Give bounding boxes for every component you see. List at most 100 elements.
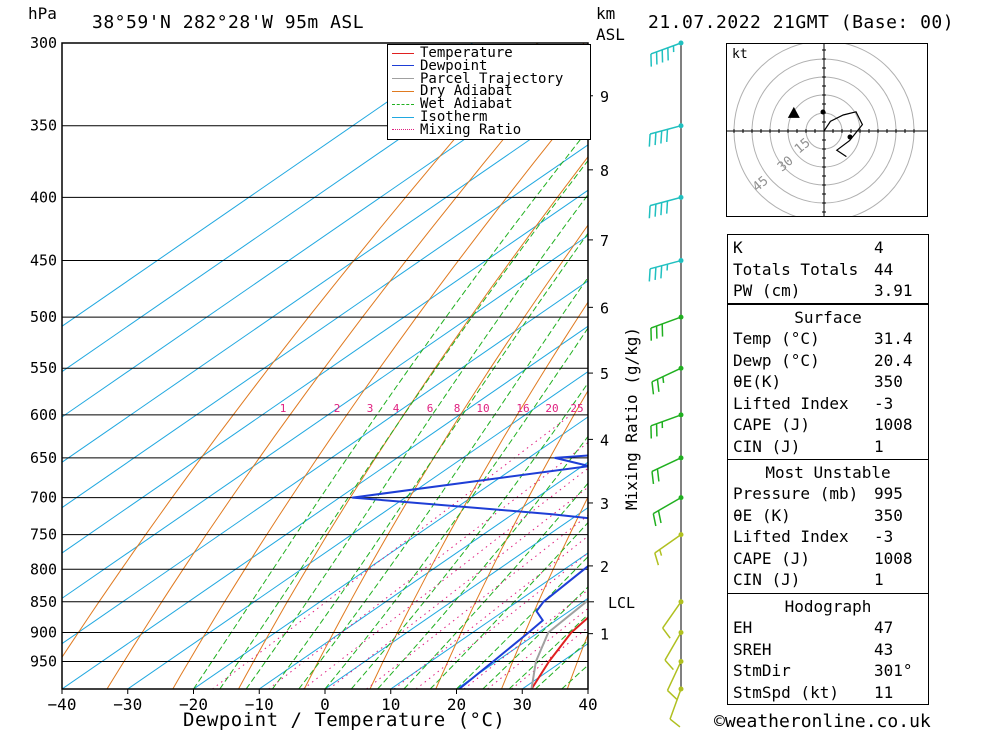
wind-barb-staff bbox=[650, 316, 682, 329]
legend-item: Mixing Ratio bbox=[392, 123, 521, 137]
mixing-ratio-line bbox=[303, 467, 588, 689]
wind-barb-dot bbox=[678, 629, 684, 635]
row-label: Dewp (°C) bbox=[733, 350, 820, 370]
mixing-ratio-tick-label: 25 bbox=[570, 402, 583, 415]
pressure-tick-label: 950 bbox=[30, 652, 57, 670]
most-unstable-box: Most Unstable Pressure (mb) 995 θE (K) 350 L… bbox=[727, 459, 929, 594]
wind-barb-dot bbox=[678, 365, 684, 371]
table-row: Pressure (mb) 995 bbox=[733, 483, 923, 504]
wind-barb-dot bbox=[678, 686, 684, 692]
hodograph-trace bbox=[823, 111, 864, 158]
row-label: EH bbox=[733, 618, 753, 637]
table-row: θE (K) 350 bbox=[733, 505, 923, 526]
legend-label: Wet Adiabat bbox=[420, 96, 513, 113]
temperature-tick-label: −40 bbox=[48, 695, 77, 714]
wind-barb-dot bbox=[678, 123, 684, 129]
hodograph-unit-label: kt bbox=[732, 47, 748, 62]
wind-barb-flag bbox=[648, 133, 651, 147]
wind-barb bbox=[652, 495, 684, 527]
row-value: 47 bbox=[874, 618, 894, 637]
wind-barb-flag bbox=[654, 132, 657, 146]
hodograph-ring-label: 15 bbox=[792, 136, 814, 158]
table-row: CIN (J) 1 bbox=[733, 436, 923, 457]
table-row: Lifted Index -3 bbox=[733, 526, 923, 547]
wind-barb-staff bbox=[650, 42, 682, 55]
temperature-tick-label: 30 bbox=[513, 695, 532, 714]
legend-label: Parcel Trajectory bbox=[420, 70, 564, 87]
table-row: CAPE (J) 1008 bbox=[733, 548, 923, 569]
wind-barb-staff bbox=[664, 632, 682, 661]
row-label: Totals Totals bbox=[733, 259, 859, 279]
isotherm-line bbox=[62, 98, 588, 463]
wind-barb-dot bbox=[678, 314, 684, 320]
lcl-label: LCL bbox=[608, 594, 635, 612]
table-row: Lifted Index -3 bbox=[733, 393, 923, 414]
height-tick-label: 5 bbox=[600, 365, 609, 383]
wind-barb-flag bbox=[651, 381, 655, 395]
row-label: θE(K) bbox=[733, 372, 782, 392]
row-value: 350 bbox=[874, 505, 903, 525]
mixing-ratio-tick-label: 8 bbox=[454, 402, 461, 415]
wet-adiabat-line bbox=[482, 586, 588, 689]
wind-barb-flag bbox=[669, 718, 681, 728]
mixing-ratio-axis-label: Mixing Ratio (g/kg) bbox=[622, 326, 641, 510]
wind-barb bbox=[648, 194, 684, 219]
wind-barb-flag bbox=[662, 627, 671, 639]
wind-barb bbox=[669, 686, 684, 728]
wind-barb-dot bbox=[678, 658, 684, 664]
legend: Temperature Dewpoint Parcel Trajectory Dry … bbox=[387, 44, 591, 140]
storm-motion-marker bbox=[787, 106, 800, 118]
row-value: -3 bbox=[874, 393, 894, 413]
row-value: 43 bbox=[874, 639, 894, 659]
pressure-tick-label: 850 bbox=[30, 593, 57, 611]
isotherm-line bbox=[62, 280, 588, 645]
table-row: CIN (J) 1 bbox=[733, 569, 923, 590]
wind-barb-flag bbox=[665, 200, 669, 214]
hodograph-box: 15 30 45 kt bbox=[726, 40, 928, 222]
temperature-tick-label: −20 bbox=[179, 695, 208, 714]
legend-swatch bbox=[392, 52, 414, 54]
wind-barb-staff bbox=[652, 496, 682, 515]
isotherm-line bbox=[62, 189, 588, 554]
legend-swatch bbox=[392, 116, 414, 118]
mixing-ratio-tick-label: 4 bbox=[393, 402, 400, 415]
dry-adiabat-line bbox=[500, 495, 588, 689]
wind-barb-staff bbox=[650, 414, 682, 427]
wind-barb-flag bbox=[657, 510, 662, 524]
height-tick-label: 1 bbox=[600, 626, 609, 644]
pressure-tick-label: 450 bbox=[30, 252, 57, 270]
datetime-title: 21.07.2022 21GMT (Base: 00) bbox=[648, 12, 955, 33]
pressure-tick-label: 750 bbox=[30, 526, 57, 544]
row-value: 1008 bbox=[874, 548, 913, 568]
isotherm-line bbox=[258, 461, 588, 689]
hodograph-table-title: Hodograph bbox=[784, 597, 872, 616]
temperature-tick-label: 40 bbox=[578, 695, 597, 714]
legend-item: Temperature bbox=[392, 46, 513, 60]
isotherm-line bbox=[126, 370, 588, 689]
copyright-text[interactable]: ©weatheronline.co.uk bbox=[714, 711, 931, 732]
wet-adiabat-line bbox=[219, 159, 588, 689]
row-value: 350 bbox=[874, 372, 903, 392]
location-title: 38°59'N 282°28'W 95m ASL bbox=[92, 12, 365, 33]
isotherm-line bbox=[324, 507, 588, 689]
wind-barb-flag bbox=[654, 552, 660, 566]
row-label: Lifted Index bbox=[733, 393, 849, 413]
mixing-ratio-tick-label: 1 bbox=[280, 402, 287, 415]
row-value: 1 bbox=[874, 570, 884, 590]
hodograph-point bbox=[847, 134, 853, 140]
table-row: SREH 43 bbox=[733, 639, 923, 660]
temperature-tick-label: −10 bbox=[245, 695, 274, 714]
row-label: StmSpd (kt) bbox=[733, 682, 839, 702]
wind-barb-dot bbox=[678, 40, 684, 46]
wind-barb-staff bbox=[662, 601, 682, 629]
wind-barb-flag bbox=[648, 205, 651, 219]
legend-item: Dewpoint bbox=[392, 59, 487, 73]
legend-item: Wet Adiabat bbox=[392, 96, 513, 113]
legend-swatch bbox=[392, 129, 414, 131]
wind-barb bbox=[650, 412, 684, 439]
height-tick-label: 6 bbox=[600, 299, 609, 317]
dewpoint-profile bbox=[351, 454, 588, 689]
mixing-ratio-tick-label: 20 bbox=[545, 402, 558, 415]
